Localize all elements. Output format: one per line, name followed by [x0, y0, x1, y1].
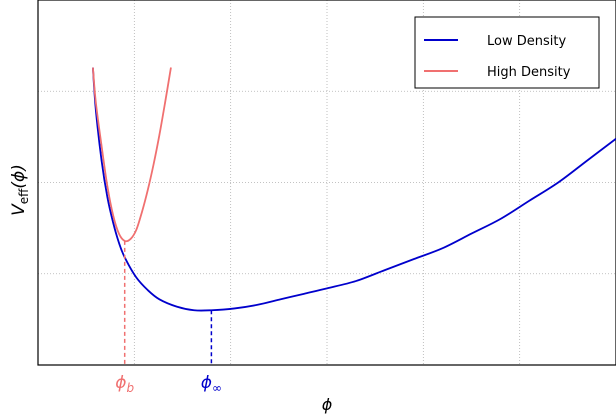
x-axis-label: ϕ — [322, 395, 333, 414]
marker-layer — [123, 240, 213, 365]
marker-label-phi-infinity-sub: ∞ — [212, 381, 222, 395]
legend-label-high-density: High Density — [487, 65, 571, 80]
y-axis-label-text: Veff(ϕ) — [9, 164, 31, 216]
marker-label-phi-b-main: ϕ — [115, 373, 126, 393]
series-line-high-density — [92, 67, 172, 243]
marker-label-phi-b-sub: b — [126, 381, 134, 395]
marker-label-phi-infinity: ϕ∞ — [201, 373, 222, 395]
series-layer — [92, 67, 616, 312]
y-axis-label: Veff(ϕ) — [9, 164, 31, 216]
marker-label-phi-b: ϕb — [115, 373, 134, 395]
y-axis-label-arg: (ϕ) — [9, 164, 29, 188]
marker-label-phi-infinity-main: ϕ — [201, 373, 212, 393]
legend-label-low-density: Low Density — [487, 34, 566, 49]
legend-box — [414, 16, 600, 89]
y-axis-label-sub: eff — [17, 188, 31, 204]
y-axis-label-main: V — [9, 203, 29, 216]
legend: Low Density High Density — [414, 16, 600, 89]
series-line-low-density — [92, 67, 616, 312]
plot-frame — [37, 0, 616, 366]
